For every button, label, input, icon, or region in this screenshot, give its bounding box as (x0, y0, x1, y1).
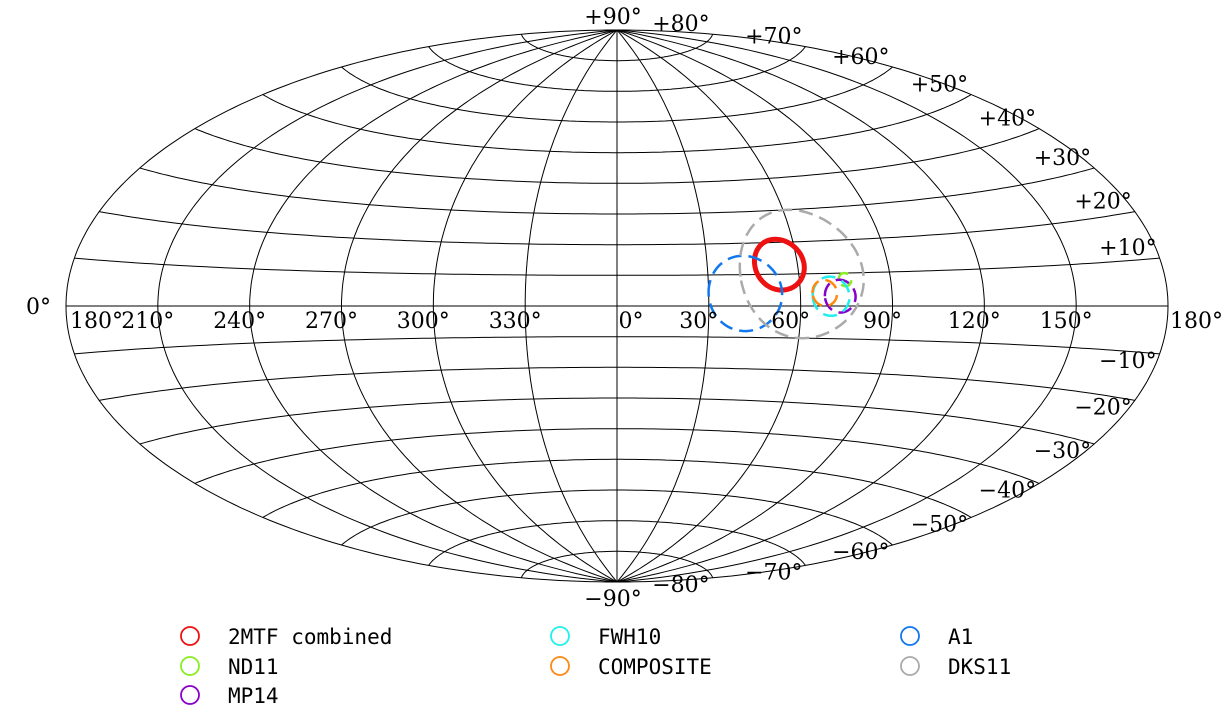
legend-marker (900, 626, 920, 646)
contour-mp14 (823, 278, 857, 314)
longitude-tick-label: 0° (619, 309, 644, 334)
confidence-contours (707, 208, 865, 340)
latitude-tick-label: −40° (979, 478, 1036, 503)
legend-label: ND11 (228, 655, 279, 679)
parallel-line (74, 257, 1160, 276)
contour-2mtf-combined (751, 236, 807, 293)
parallel-line (428, 520, 806, 566)
graticule (65, 29, 1169, 583)
legend-label: A1 (948, 625, 973, 649)
latitude-tick-label: −20° (1074, 395, 1131, 420)
longitude-tick-label: 60° (771, 309, 810, 334)
legend-label: COMPOSITE (598, 655, 712, 679)
longitude-tick-label: 180° (70, 309, 123, 334)
parallel-line (139, 167, 1095, 215)
latitude-tick-label: −50° (911, 512, 968, 537)
latitude-tick-label: +10° (1099, 236, 1156, 261)
latitude-tick-label: +40° (979, 107, 1036, 132)
legend-marker (180, 656, 200, 676)
parallel-line (74, 336, 1160, 355)
parallel-line (520, 550, 714, 578)
longitude-tick-label: 270° (305, 309, 358, 334)
latitude-tick-label: −80° (652, 573, 709, 598)
legend-label: FWH10 (598, 625, 661, 649)
parallel-line (428, 46, 806, 92)
axis-labels: 180° 150° 120° 90° 60° 30° 0° 330° 300° 270° 240° 2… (26, 5, 1223, 612)
longitude-tick-label: 300° (397, 309, 450, 334)
contour-dks11 (738, 208, 865, 340)
contour-nd11 (837, 271, 853, 288)
legend-marker (550, 626, 570, 646)
legend-label: DKS11 (948, 655, 1011, 679)
parallel-line (520, 34, 714, 62)
legend: 2MTF combined ND11 MP14 FWH10 COMPOSITE A1 DKS… (180, 625, 1011, 708)
longitude-tick-label: 210° (121, 309, 174, 334)
latitude-tick-label: −70° (745, 560, 802, 585)
legend-marker (900, 656, 920, 676)
longitude-tick-label: 330° (489, 309, 542, 334)
legend-marker (180, 626, 200, 646)
latitude-tick-label: 0° (26, 295, 51, 320)
parallel-line (341, 66, 893, 123)
longitude-tick-label: 150° (1040, 309, 1093, 334)
latitude-tick-label: +20° (1074, 190, 1131, 215)
longitude-tick-label: 90° (863, 309, 902, 334)
parallel-line (262, 458, 972, 518)
parallel-line (194, 428, 1040, 484)
longitude-tick-label: 240° (213, 309, 266, 334)
latitude-tick-label: −30° (1034, 439, 1091, 464)
latitude-tick-label: +50° (911, 73, 968, 98)
parallel-line (99, 211, 1135, 246)
contour-composite (811, 278, 839, 308)
latitude-tick-label: −10° (1099, 349, 1156, 374)
legend-label: 2MTF combined (228, 625, 392, 649)
latitude-tick-label: +80° (652, 12, 709, 37)
latitude-tick-label: −60° (832, 540, 889, 565)
parallel-line (262, 94, 972, 154)
latitude-tick-label: −90° (584, 587, 641, 612)
parallel-line (341, 489, 893, 546)
longitude-tick-label: 30° (679, 309, 718, 334)
legend-label: MP14 (228, 684, 279, 708)
latitude-tick-label: +30° (1034, 146, 1091, 171)
legend-marker (180, 685, 200, 705)
legend-marker (550, 656, 570, 676)
longitude-tick-label: 180° (1170, 309, 1223, 334)
parallel-line (139, 397, 1095, 445)
parallel-line (194, 128, 1040, 184)
latitude-tick-label: +70° (745, 25, 802, 50)
contour-a1 (707, 254, 784, 333)
longitude-tick-label: 120° (948, 309, 1001, 334)
parallel-line (99, 366, 1135, 401)
latitude-tick-label: +60° (832, 45, 889, 70)
latitude-tick-label: +90° (584, 5, 641, 30)
